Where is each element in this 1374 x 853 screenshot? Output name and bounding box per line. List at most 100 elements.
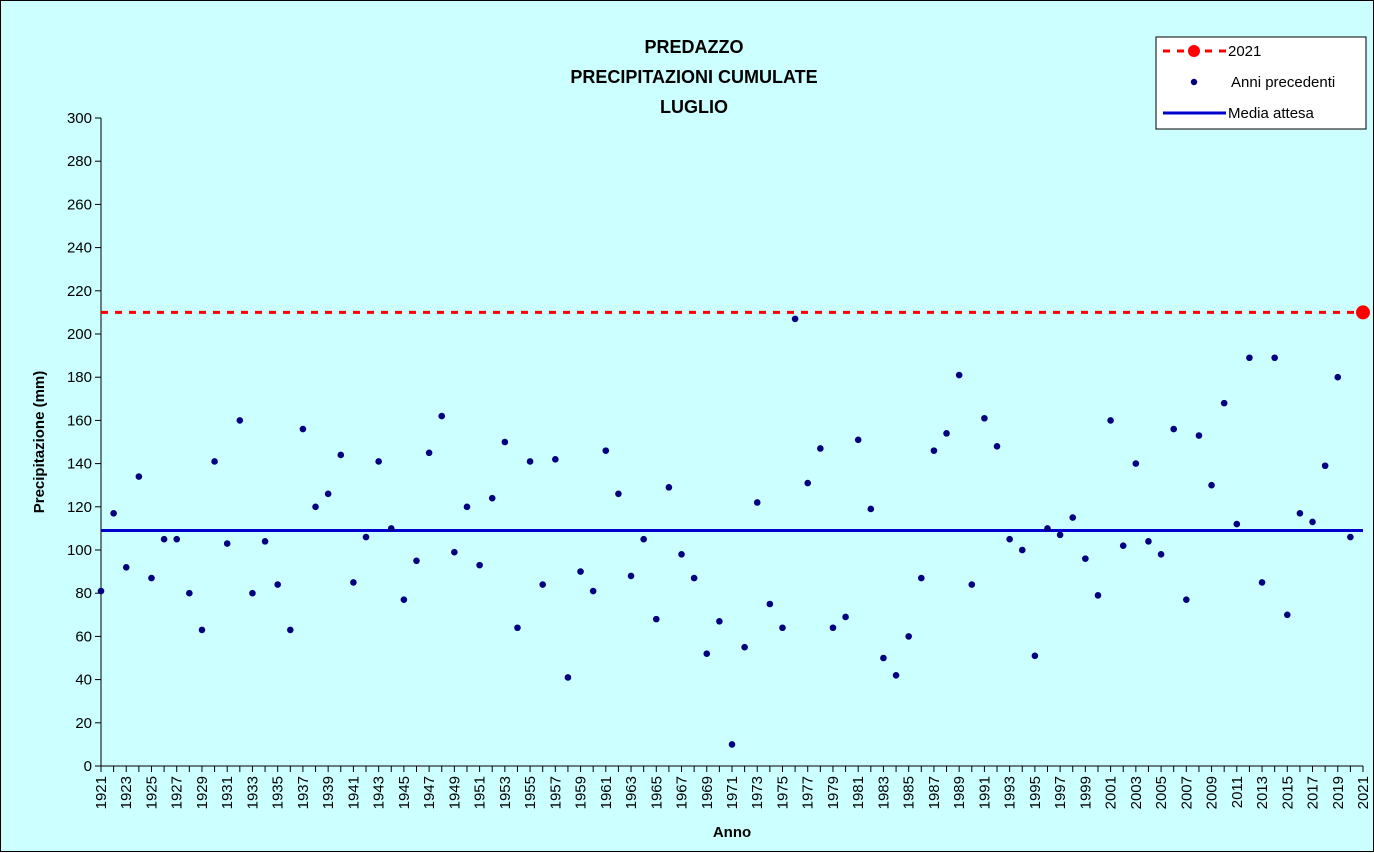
data-point-1999 <box>1082 555 1089 562</box>
data-point-1993 <box>1006 535 1013 543</box>
data-point-1967 <box>678 551 685 558</box>
x-axis-title: Anno <box>713 824 751 841</box>
data-point-1921 <box>97 587 105 595</box>
x-tick-label-1977: 1977 <box>800 776 817 809</box>
data-point-1961 <box>602 447 610 454</box>
data-point-1971 <box>728 741 736 748</box>
data-point-1934 <box>261 538 269 545</box>
x-tick-label-1985: 1985 <box>901 776 918 809</box>
x-tick-label-1945: 1945 <box>396 776 413 809</box>
data-point-1965 <box>652 615 660 623</box>
x-tick-label-1963: 1963 <box>623 776 640 809</box>
y-tick-label-20: 20 <box>75 715 92 732</box>
data-point-2016 <box>1296 509 1304 517</box>
x-tick-label-1957: 1957 <box>547 776 564 809</box>
data-point-2003 <box>1132 460 1140 467</box>
x-tick-label-2001: 2001 <box>1103 776 1120 809</box>
data-point-2012 <box>1246 354 1253 362</box>
data-point-1953 <box>501 438 509 446</box>
data-point-1943 <box>375 458 382 465</box>
data-point-1925 <box>148 574 155 582</box>
data-point-1992 <box>993 443 1001 450</box>
y-tick-label-100: 100 <box>67 542 92 559</box>
data-point-2004 <box>1145 538 1152 545</box>
data-point-1944 <box>387 525 395 532</box>
data-point-1975 <box>779 624 786 632</box>
data-point-1968 <box>690 574 698 582</box>
data-point-1964 <box>640 535 647 543</box>
data-point-1994 <box>1018 546 1026 554</box>
y-tick-label-60: 60 <box>75 628 92 645</box>
x-tick-label-1929: 1929 <box>194 776 211 809</box>
x-tick-label-1987: 1987 <box>926 776 943 809</box>
data-point-1959 <box>577 568 584 575</box>
data-point-1951 <box>476 561 483 569</box>
x-tick-label-1931: 1931 <box>219 776 236 809</box>
x-tick-label-2007: 2007 <box>1178 776 1195 809</box>
x-tick-label-2013: 2013 <box>1254 776 1271 809</box>
x-tick-label-1961: 1961 <box>598 776 615 809</box>
x-tick-label-1921: 1921 <box>93 776 110 809</box>
data-point-1998 <box>1069 514 1077 521</box>
x-tick-label-1999: 1999 <box>1077 776 1094 809</box>
data-point-2011 <box>1233 520 1241 528</box>
data-point-1924 <box>135 473 143 480</box>
data-point-1983 <box>880 654 887 662</box>
y-tick-label-140: 140 <box>67 456 92 473</box>
data-point-1927 <box>173 535 181 543</box>
x-tick-label-1941: 1941 <box>345 776 362 809</box>
x-tick-label-1997: 1997 <box>1052 776 1069 809</box>
y-tick-label-0: 0 <box>84 758 92 775</box>
legend-anni-marker <box>1190 78 1198 86</box>
data-point-1986 <box>918 574 925 582</box>
data-point-1956 <box>539 581 546 588</box>
x-tick-label-2011: 2011 <box>1229 776 1246 808</box>
y-tick-label-200: 200 <box>67 326 92 343</box>
legend-label-media-attesa: Media attesa <box>1228 105 1315 122</box>
data-point-1941 <box>350 579 357 586</box>
x-tick-label-1959: 1959 <box>573 776 590 809</box>
data-point-1936 <box>287 626 294 634</box>
x-tick-label-1967: 1967 <box>674 776 691 809</box>
data-point-1937 <box>299 425 307 433</box>
x-tick-label-1951: 1951 <box>472 776 489 809</box>
x-tick-label-1993: 1993 <box>1002 776 1019 809</box>
data-point-1997 <box>1056 531 1064 539</box>
x-tick-label-1943: 1943 <box>371 776 388 809</box>
y-axis-title: Precipitazione (mm) <box>31 371 48 514</box>
data-point-2002 <box>1119 542 1127 549</box>
data-point-1946 <box>413 557 420 565</box>
data-point-1933 <box>249 589 256 597</box>
data-point-1940 <box>337 451 345 459</box>
chart-title-line-1: PREDAZZO <box>645 37 744 57</box>
plot-area: 0 20 40 60 80 100 120 140 160 180 200 220 240 260 280 3… <box>67 110 1372 809</box>
data-point-1989 <box>955 371 963 379</box>
chart-title-line-3: LUGLIO <box>660 97 728 117</box>
legend: 2021 Anni precedenti Media attesa <box>1155 36 1367 130</box>
data-point-1950 <box>463 503 471 511</box>
x-tick-label-2003: 2003 <box>1128 776 1145 809</box>
data-point-2017 <box>1309 518 1316 526</box>
data-point-1969 <box>703 650 711 657</box>
x-tick-label-2021: 2021 <box>1355 776 1372 809</box>
chart-title-line-2: PRECIPITAZIONI CUMULATE <box>570 67 817 87</box>
data-point-1939 <box>324 490 332 498</box>
data-point-1991 <box>981 414 988 422</box>
y-tick-label-180: 180 <box>67 369 92 386</box>
x-tick-label-1981: 1981 <box>850 776 867 809</box>
x-tick-label-1927: 1927 <box>169 776 186 809</box>
x-tick-label-2015: 2015 <box>1279 776 1296 809</box>
data-point-1979 <box>829 624 837 632</box>
data-point-1923 <box>122 563 130 571</box>
data-point-1947 <box>425 449 433 457</box>
data-point-1948 <box>438 412 446 420</box>
data-point-1981 <box>854 436 862 444</box>
legend-2021-marker <box>1188 45 1200 57</box>
x-tick-label-2017: 2017 <box>1305 776 1322 809</box>
x-tick-label-1971: 1971 <box>724 776 741 809</box>
data-point-1952 <box>488 494 496 502</box>
y-tick-label-260: 260 <box>67 196 92 213</box>
x-tick-label-1973: 1973 <box>749 776 766 809</box>
point-2021 <box>1356 305 1370 320</box>
